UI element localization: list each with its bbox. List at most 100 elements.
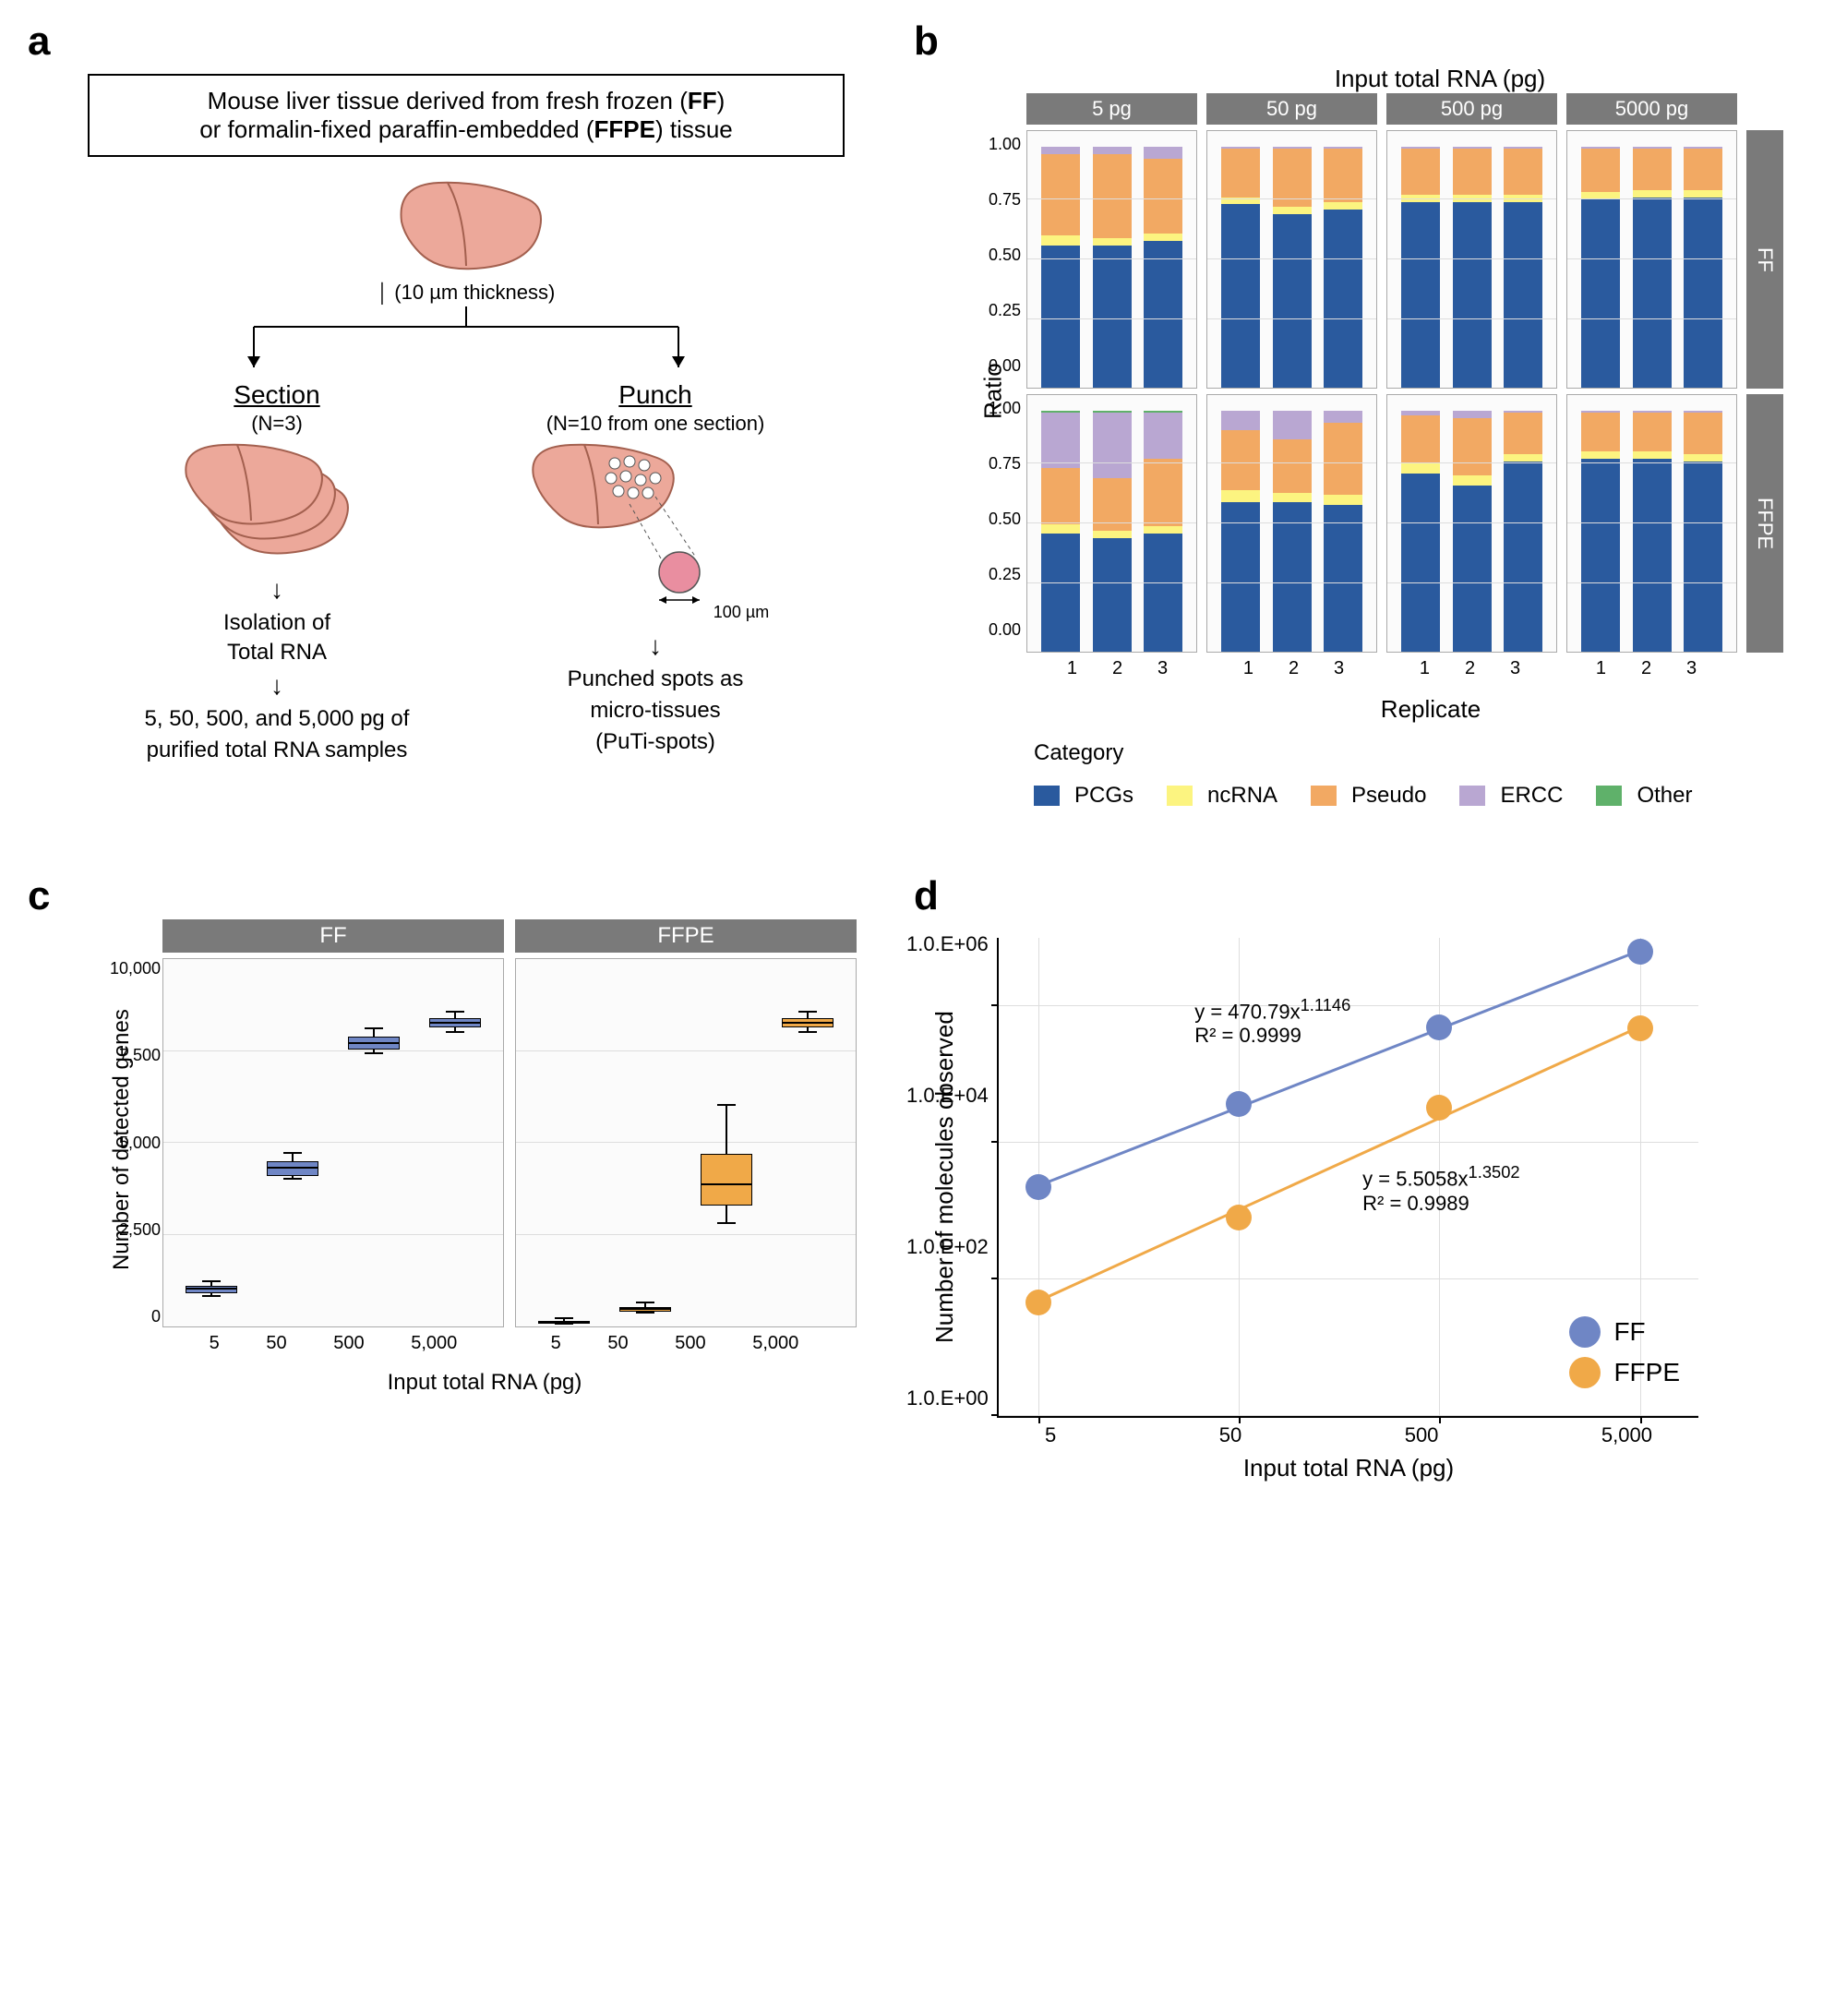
stacked-bar xyxy=(1144,147,1182,388)
scatter-point xyxy=(1426,1095,1452,1121)
final-punch-3: (PuTi-spots) xyxy=(485,729,826,755)
regression-equation: y = 5.5058x1.3502R² = 0.9989 xyxy=(1362,1162,1519,1215)
legend-swatch xyxy=(1569,1357,1601,1388)
punch-n: (N=10 from one section) xyxy=(485,412,826,436)
boxplot-box xyxy=(348,959,400,1326)
legend-label: Other xyxy=(1637,783,1692,809)
panel-b-rowstrip: FFPE xyxy=(1746,394,1783,653)
scatter-point xyxy=(1226,1091,1252,1117)
stacked-bar xyxy=(1041,147,1080,388)
regression-equation: y = 470.79x1.1146R² = 0.9999 xyxy=(1194,995,1350,1048)
a-box-t2: or formalin-fixed paraffin-embedded ( xyxy=(199,115,594,143)
stacked-bar xyxy=(1144,411,1182,652)
stacked-bar xyxy=(1684,411,1722,652)
panel-c-chart-grid: Number of detected genesFFFFPE10,0007,50… xyxy=(92,919,877,1361)
panel-d: d Number of molecules observed Input tot… xyxy=(914,882,1837,1418)
scatter-point xyxy=(1627,1015,1653,1041)
legend-label: FFPE xyxy=(1613,1358,1680,1387)
punch-branch: Punch (N=10 from one section) xyxy=(485,380,826,763)
boxplot-box xyxy=(782,959,834,1326)
final-punch-2: micro-tissues xyxy=(485,698,826,724)
stacked-bar xyxy=(1504,411,1542,652)
boxplot-box xyxy=(267,959,318,1326)
panel-d-label: d xyxy=(914,873,939,919)
panel-b-xlabel: Replicate xyxy=(1025,695,1837,724)
stacked-bar xyxy=(1273,147,1312,388)
panel-a-label: a xyxy=(28,18,50,65)
stacked-bar xyxy=(1504,147,1542,388)
panel-b: b Input total RNA (pg) Ratio5 pg50 pg500… xyxy=(914,28,1837,809)
legend-swatch xyxy=(1569,1316,1601,1348)
stacked-bar xyxy=(1633,147,1672,388)
panel-b-legend-title: Category xyxy=(1034,740,1837,766)
sections-liver-icon xyxy=(175,436,378,565)
panel-b-facet xyxy=(1206,394,1377,653)
panel-b-top-title: Input total RNA (pg) xyxy=(1043,65,1837,93)
branch-lines xyxy=(143,306,789,380)
scatter-point xyxy=(1627,939,1653,965)
panel-b-facet xyxy=(1386,394,1557,653)
panel-c-facet xyxy=(515,958,857,1327)
a-box-t1: Mouse liver tissue derived from fresh fr… xyxy=(208,87,688,114)
a-box-ff: FF xyxy=(688,87,717,114)
boxplot-box xyxy=(619,959,671,1326)
panel-b-label: b xyxy=(914,18,939,65)
panel-b-facet: 1.000.750.500.250.00 xyxy=(1026,130,1197,389)
stacked-bar xyxy=(1093,147,1132,388)
stacked-bar xyxy=(1273,411,1312,652)
legend-label: PCGs xyxy=(1074,783,1133,809)
panel-b-facet xyxy=(1566,130,1737,389)
panel-c-strip: FFPE xyxy=(515,919,857,953)
final-sec-1: 5, 50, 500, and 5,000 pg of xyxy=(106,706,448,732)
stacked-bar xyxy=(1221,411,1260,652)
legend-swatch xyxy=(1311,786,1337,806)
scatter-point xyxy=(1426,1014,1452,1040)
liver-icon xyxy=(383,166,549,277)
legend-label: ncRNA xyxy=(1207,783,1277,809)
stacked-bar xyxy=(1633,411,1672,652)
figure-grid: a Mouse liver tissue derived from fresh … xyxy=(28,28,1819,1418)
panel-b-chart-grid: Ratio5 pg50 pg500 pg5000 pg1.000.750.500… xyxy=(969,93,1837,690)
panel-b-colstrip: 50 pg xyxy=(1206,93,1377,125)
panel-c-xlabel: Input total RNA (pg) xyxy=(92,1370,877,1396)
stacked-bar xyxy=(1401,411,1440,652)
section-n: (N=3) xyxy=(106,412,448,436)
final-punch-1: Punched spots as xyxy=(485,666,826,692)
panel-b-rowstrip: FF xyxy=(1746,130,1783,389)
panel-b-facet: 1.000.750.500.250.00 xyxy=(1026,394,1197,653)
panel-b-colstrip: 5000 pg xyxy=(1566,93,1737,125)
boxplot-box xyxy=(701,959,752,1326)
punch-liver-icon xyxy=(526,436,785,611)
boxplot-box xyxy=(186,959,237,1326)
legend-label: Pseudo xyxy=(1351,783,1426,809)
legend-swatch xyxy=(1596,786,1622,806)
punch-title: Punch xyxy=(485,380,826,410)
panel-c-label: c xyxy=(28,873,50,919)
stacked-bar xyxy=(1581,411,1620,652)
legend-label: ERCC xyxy=(1500,783,1563,809)
panel-b-legend: PCGs ncRNA Pseudo ERCC Other xyxy=(1034,783,1837,809)
stacked-bar xyxy=(1221,147,1260,388)
legend-label: FF xyxy=(1613,1317,1645,1347)
stacked-bar xyxy=(1324,411,1362,652)
stacked-bar xyxy=(1684,147,1722,388)
stacked-bar xyxy=(1581,147,1620,388)
stacked-bar xyxy=(1453,147,1492,388)
panel-b-facet xyxy=(1566,394,1737,653)
legend-swatch xyxy=(1034,786,1060,806)
final-sec-2: purified total RNA samples xyxy=(106,738,448,763)
thickness-label: (10 µm thickness) xyxy=(394,281,555,304)
section-branch: Section (N=3) ↓ xyxy=(106,380,448,763)
iso-l2: Total RNA xyxy=(106,640,448,666)
iso-l1: Isolation of xyxy=(106,610,448,636)
boxplot-box xyxy=(429,959,481,1326)
legend-swatch xyxy=(1459,786,1485,806)
panel-a-boxed-text: Mouse liver tissue derived from fresh fr… xyxy=(88,74,845,157)
panel-c-facet: 10,0007,5005,0002,5000 xyxy=(162,958,504,1327)
stacked-bar xyxy=(1324,147,1362,388)
scatter-point xyxy=(1025,1174,1051,1200)
panel-c: c Number of detected genesFFFFPE10,0007,… xyxy=(28,882,877,1418)
stacked-bar xyxy=(1093,411,1132,652)
stacked-bar xyxy=(1041,411,1080,652)
legend-swatch xyxy=(1167,786,1193,806)
